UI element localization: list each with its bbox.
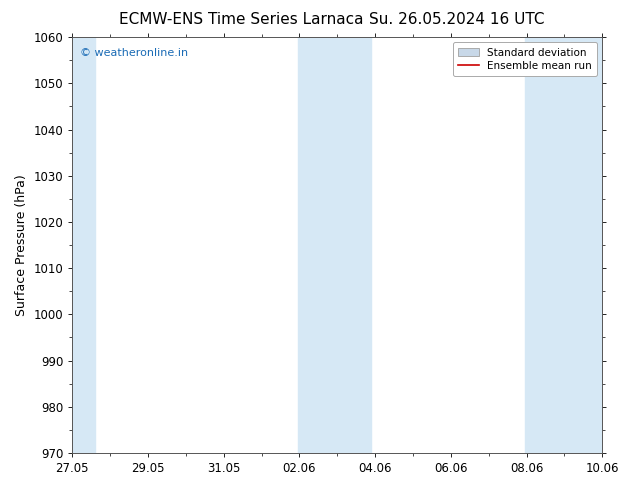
Text: Su. 26.05.2024 16 UTC: Su. 26.05.2024 16 UTC — [369, 12, 544, 27]
Bar — [72, 37, 95, 453]
Legend: Standard deviation, Ensemble mean run: Standard deviation, Ensemble mean run — [453, 42, 597, 76]
Bar — [525, 37, 602, 453]
Bar — [297, 37, 372, 453]
Text: ECMW-ENS Time Series Larnaca: ECMW-ENS Time Series Larnaca — [119, 12, 363, 27]
Text: © weatheronline.in: © weatheronline.in — [81, 48, 188, 57]
Y-axis label: Surface Pressure (hPa): Surface Pressure (hPa) — [15, 174, 28, 316]
